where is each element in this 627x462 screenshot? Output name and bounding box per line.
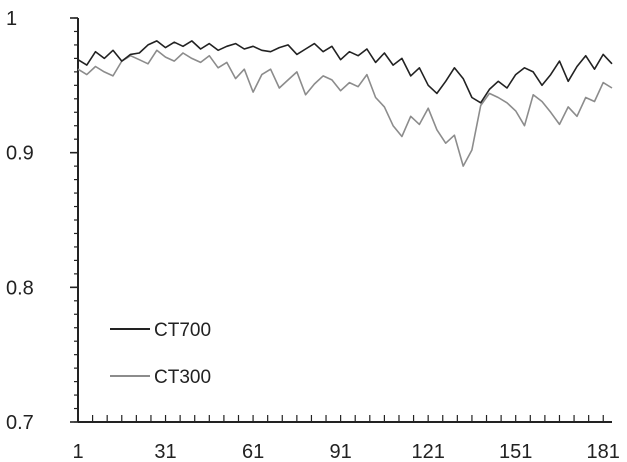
axes-group: 0.7 0.8 0.9 1 1 31 61 91 121 151 181 <box>6 8 620 462</box>
x-tick-label: 1 <box>72 441 83 462</box>
x-tick-label: 121 <box>411 441 444 462</box>
y-tick-label: 0.7 <box>6 412 34 434</box>
legend-label-ct700: CT700 <box>154 320 211 341</box>
legend: CT700 CT300 <box>110 320 211 388</box>
y-tick-label: 0.9 <box>6 143 34 165</box>
x-tick-label: 61 <box>242 441 264 462</box>
series-group <box>77 40 613 167</box>
y-tick-label: 1 <box>6 8 17 30</box>
x-tick-label: 91 <box>329 441 351 462</box>
series-line-ct700 <box>77 40 613 104</box>
legend-label-ct300: CT300 <box>154 367 211 388</box>
x-tick-label: 151 <box>499 441 532 462</box>
x-tick-label: 181 <box>587 441 620 462</box>
x-tick-label: 31 <box>154 441 176 462</box>
series-line-ct300 <box>77 49 613 167</box>
y-tick-label: 0.8 <box>6 277 34 299</box>
